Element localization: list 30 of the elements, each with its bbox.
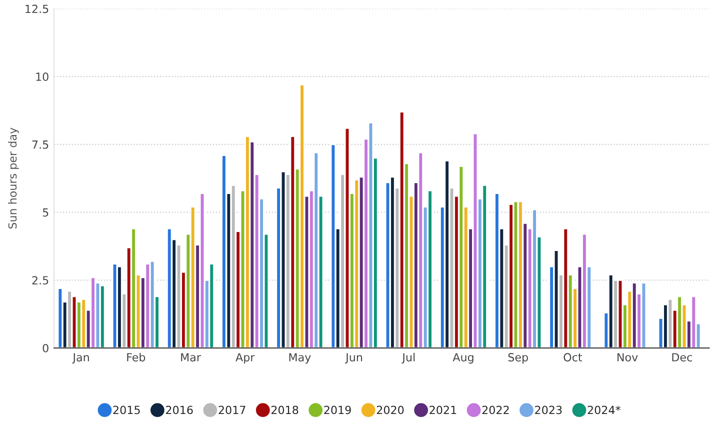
legend-label: 2018 (271, 406, 298, 414)
y-tick-label: 2.5 (32, 276, 48, 285)
x-tick-label: Dec (672, 353, 692, 362)
x-tick-label: Jan (72, 353, 89, 364)
legend-label: 2021 (430, 406, 456, 414)
y-tick-label: 12.5 (26, 4, 48, 14)
y-axis-title: Sun hours per day (8, 128, 19, 229)
x-tick-label: Apr (236, 353, 255, 364)
x-tick-label: Aug (452, 353, 474, 364)
bar (221, 154, 227, 348)
y-tick-label: 5 (42, 208, 48, 217)
legend-label: 2015 (113, 406, 140, 414)
x-tick-label: Sep (508, 353, 528, 364)
legend-label: 2017 (218, 406, 246, 414)
y-tick-label: 0 (42, 344, 48, 352)
x-tick-label: Nov (618, 353, 638, 362)
x-tick-label: Oct (564, 353, 582, 362)
x-tick-label: Jun (345, 353, 362, 364)
x-tick-label: Jul (402, 352, 415, 364)
x-tick-label: May (289, 353, 311, 364)
legend-label: 2016 (166, 406, 193, 414)
y-tick-label: 10 (36, 72, 48, 81)
legend-label: 2023 (535, 406, 562, 414)
legend-label: 2019 (324, 406, 351, 414)
legend-label: 2020 (376, 406, 404, 414)
legend-label: 2022 (482, 406, 509, 414)
legend-label: 2024* (588, 406, 620, 414)
y-tick-label: 7.5 (32, 140, 48, 149)
x-tick-label: Mar (181, 353, 201, 362)
x-tick-label: Feb (127, 352, 146, 362)
